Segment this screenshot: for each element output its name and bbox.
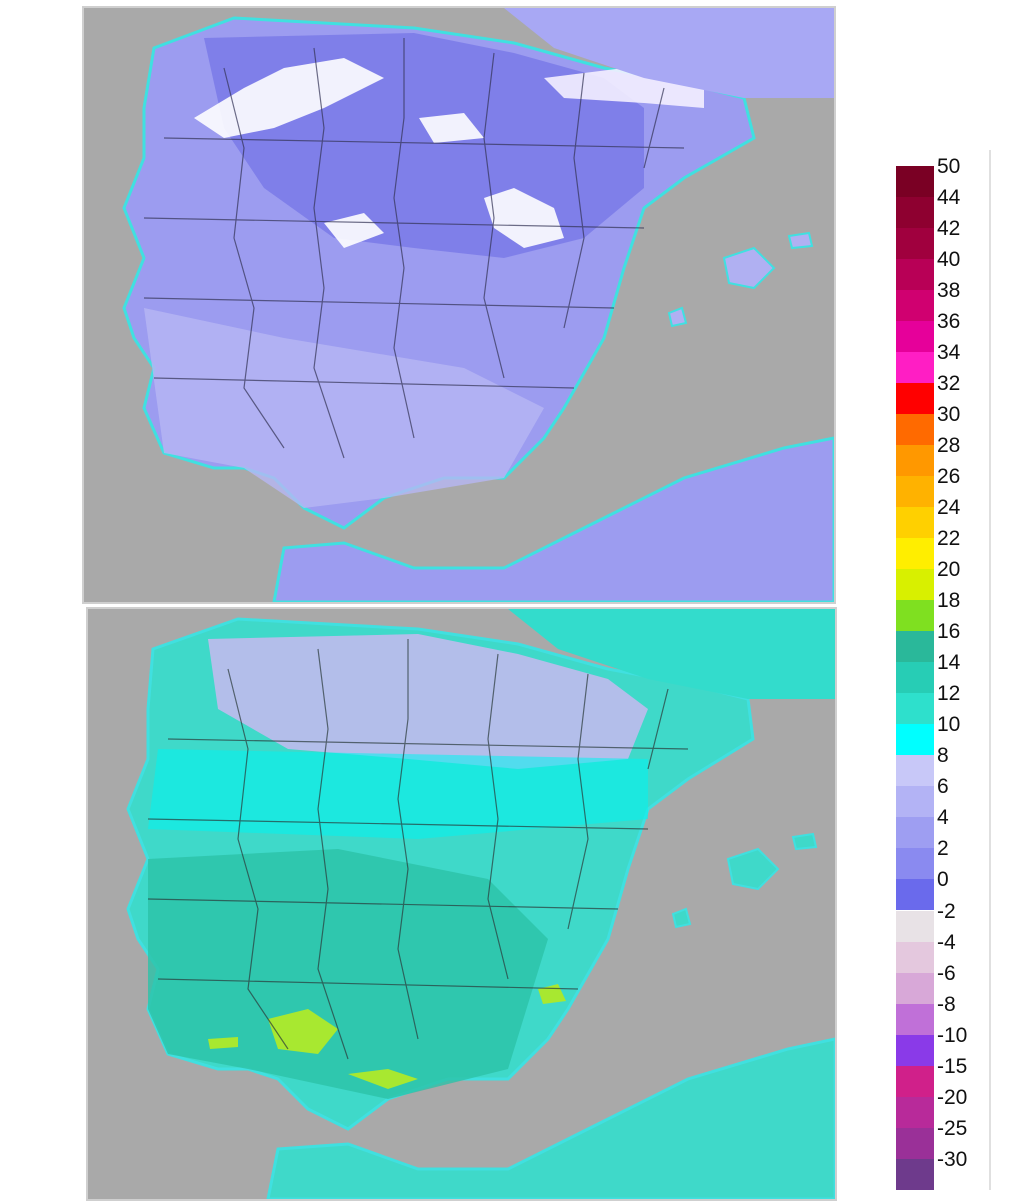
province-borders bbox=[143, 38, 685, 459]
balearic-ibiza bbox=[671, 907, 692, 929]
legend-swatch bbox=[896, 476, 934, 507]
legend-swatch bbox=[896, 228, 934, 259]
map-bottom-svg bbox=[88, 609, 835, 1199]
legend-tick-label: 16 bbox=[937, 620, 961, 643]
legend-tick-label: 44 bbox=[937, 186, 961, 209]
legend-tick-label: 8 bbox=[937, 744, 949, 767]
snow-iberian bbox=[484, 188, 564, 248]
balearic-menorca bbox=[787, 231, 814, 250]
southern-area bbox=[144, 308, 544, 508]
legend-tick-label: 2 bbox=[937, 837, 949, 860]
legend-tick-label: 0 bbox=[937, 868, 949, 891]
legend-swatch bbox=[896, 755, 934, 786]
legend-swatch bbox=[896, 1128, 934, 1159]
legend-tick-label: 50 bbox=[937, 155, 961, 178]
warm-spot-coast bbox=[348, 1069, 418, 1089]
legend-swatch bbox=[896, 507, 934, 538]
legend-tick-label: -15 bbox=[937, 1055, 968, 1078]
legend-tick-label: -20 bbox=[937, 1086, 968, 1109]
map-top bbox=[82, 6, 836, 604]
legend-tick-label: 36 bbox=[937, 310, 961, 333]
legend-tick-label: 34 bbox=[937, 341, 961, 364]
snow-iberian-2 bbox=[419, 113, 484, 143]
legend-tick-label: 32 bbox=[937, 372, 961, 395]
balearic-mallorca bbox=[722, 246, 776, 290]
legend-swatch bbox=[896, 290, 934, 321]
legend-swatch bbox=[896, 445, 934, 476]
balearic-menorca bbox=[791, 832, 818, 851]
legend-swatch bbox=[896, 693, 934, 724]
legend-swatch bbox=[896, 569, 934, 600]
legend-tick-label: -25 bbox=[937, 1117, 968, 1140]
warm-spot-west bbox=[208, 1037, 238, 1049]
legend-swatch bbox=[896, 911, 934, 942]
legend-tick-label: 24 bbox=[937, 496, 961, 519]
legend-swatch bbox=[896, 1097, 934, 1128]
legend-tick-label: 30 bbox=[937, 403, 961, 426]
color-legend: 50 44 42 40 38 36 34 32 30 28 26 24 22 20 18 16 14 12 10 8 6… bbox=[896, 156, 1006, 1196]
legend-tick-label: -2 bbox=[937, 900, 956, 923]
cyan-band bbox=[148, 749, 648, 839]
legend-swatch bbox=[896, 352, 934, 383]
legend-swatch bbox=[896, 879, 934, 910]
legend-tick-label: 22 bbox=[937, 527, 961, 550]
legend-tick-label: -4 bbox=[937, 931, 956, 954]
legend-tick-label: -10 bbox=[937, 1024, 968, 1047]
legend-swatch bbox=[896, 942, 934, 973]
legend-tick-label: -30 bbox=[937, 1148, 968, 1171]
snow-cantabrian bbox=[194, 58, 384, 138]
legend-tick-label: 28 bbox=[937, 434, 961, 457]
legend-swatch bbox=[896, 817, 934, 848]
legend-swatch bbox=[896, 973, 934, 1004]
legend-swatch bbox=[896, 414, 934, 445]
legend-swatch bbox=[896, 724, 934, 755]
legend-swatch bbox=[896, 383, 934, 414]
legend-swatch bbox=[896, 1159, 934, 1190]
balearic-ibiza bbox=[667, 306, 688, 328]
legend-tick-label: -6 bbox=[937, 962, 956, 985]
legend-swatch bbox=[896, 197, 934, 228]
legend-swatch bbox=[896, 631, 934, 662]
province-borders bbox=[147, 639, 689, 1060]
legend-tick-label: 38 bbox=[937, 279, 961, 302]
map-bottom bbox=[86, 607, 837, 1201]
northern-cool-area bbox=[208, 634, 648, 769]
legend-tick-label: 42 bbox=[937, 217, 961, 240]
legend-tick-label: 18 bbox=[937, 589, 961, 612]
legend-swatch bbox=[896, 662, 934, 693]
legend-tick-label: 12 bbox=[937, 682, 961, 705]
legend-tick-label: 26 bbox=[937, 465, 961, 488]
legend-tick-label: 20 bbox=[937, 558, 961, 581]
legend-divider bbox=[989, 150, 991, 1190]
map-top-svg bbox=[84, 8, 834, 602]
legend-swatch bbox=[896, 848, 934, 879]
north-africa bbox=[266, 1037, 835, 1199]
warm-spot-guadalquivir bbox=[268, 1009, 338, 1054]
legend-tick-label: 40 bbox=[937, 248, 961, 271]
legend-tick-label: 4 bbox=[937, 806, 949, 829]
legend-swatch bbox=[896, 259, 934, 290]
balearic-mallorca bbox=[726, 847, 780, 891]
legend-tick-label: 6 bbox=[937, 775, 949, 798]
legend-tick-label: 10 bbox=[937, 713, 961, 736]
legend-swatch bbox=[896, 321, 934, 352]
legend-swatch bbox=[896, 786, 934, 817]
legend-swatch bbox=[896, 1004, 934, 1035]
legend-swatch bbox=[896, 166, 934, 197]
legend-tick-label: -8 bbox=[937, 993, 956, 1016]
legend-swatch bbox=[896, 600, 934, 631]
legend-swatch bbox=[896, 1066, 934, 1097]
legend-tick-label: 14 bbox=[937, 651, 961, 674]
legend-swatch bbox=[896, 1035, 934, 1066]
southern-warm-area bbox=[148, 849, 548, 1099]
north-africa bbox=[272, 436, 834, 602]
legend-swatch bbox=[896, 538, 934, 569]
france-corner bbox=[504, 8, 834, 98]
france-corner bbox=[508, 609, 835, 699]
